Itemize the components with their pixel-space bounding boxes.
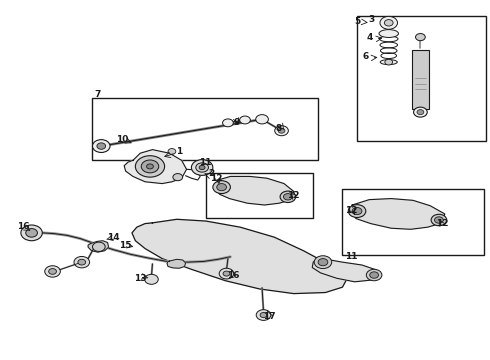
Ellipse shape [379,30,398,37]
Circle shape [414,107,427,117]
Circle shape [240,116,250,124]
Polygon shape [124,150,187,184]
Text: 14: 14 [107,233,120,242]
Polygon shape [351,199,445,229]
Bar [357,16,486,141]
Text: 11: 11 [199,158,211,167]
Circle shape [217,184,226,191]
Circle shape [141,160,159,173]
Ellipse shape [380,60,397,64]
Circle shape [260,312,267,318]
Circle shape [275,126,288,136]
Circle shape [213,181,230,194]
Circle shape [74,256,90,268]
Circle shape [435,217,443,223]
Text: 17: 17 [263,312,276,321]
Circle shape [145,274,158,284]
Circle shape [348,204,366,217]
Bar [206,173,313,217]
Circle shape [278,128,285,133]
Circle shape [417,110,424,114]
Circle shape [222,119,233,127]
Circle shape [256,310,271,320]
Circle shape [93,140,110,153]
Circle shape [284,194,292,200]
Circle shape [384,19,393,26]
Circle shape [219,268,234,279]
Circle shape [385,59,392,65]
Circle shape [97,143,106,149]
Text: 12: 12 [288,190,300,199]
Circle shape [196,163,208,172]
Circle shape [416,33,425,41]
Circle shape [280,191,295,203]
Circle shape [192,159,213,175]
Text: 12: 12 [211,174,223,183]
Text: 2: 2 [209,170,215,179]
Text: 5: 5 [354,17,360,26]
Text: 10: 10 [116,135,128,144]
Circle shape [318,258,328,266]
Circle shape [199,165,205,170]
Text: 16: 16 [17,222,29,231]
Text: 1: 1 [176,147,182,156]
Circle shape [147,164,153,169]
Text: 15: 15 [120,240,132,249]
Circle shape [168,149,176,154]
Text: 7: 7 [95,90,101,99]
Text: 8: 8 [276,124,282,133]
Polygon shape [167,259,186,268]
Circle shape [135,156,165,177]
Text: 9: 9 [233,118,240,127]
Circle shape [26,229,37,237]
Circle shape [256,114,269,124]
Polygon shape [132,219,347,294]
Circle shape [78,259,86,265]
Text: 4: 4 [367,33,373,42]
Polygon shape [312,258,379,282]
Text: 12: 12 [345,206,358,215]
Circle shape [93,242,105,251]
Text: 6: 6 [363,52,369,61]
Circle shape [49,269,56,274]
Circle shape [431,214,447,226]
Circle shape [352,207,362,215]
Circle shape [367,269,382,281]
Circle shape [21,225,42,241]
Polygon shape [216,176,294,205]
Polygon shape [88,241,109,252]
Bar [92,98,318,160]
Text: 11: 11 [345,252,358,261]
Text: 13: 13 [134,274,147,283]
Circle shape [45,266,60,277]
Circle shape [223,271,230,276]
Circle shape [173,174,183,181]
Circle shape [380,17,397,29]
Text: 16: 16 [227,271,240,280]
Bar [412,50,429,109]
Circle shape [314,256,332,269]
Text: 12: 12 [436,219,448,228]
Circle shape [370,272,378,278]
Bar [343,189,484,255]
Text: 3: 3 [368,15,375,24]
